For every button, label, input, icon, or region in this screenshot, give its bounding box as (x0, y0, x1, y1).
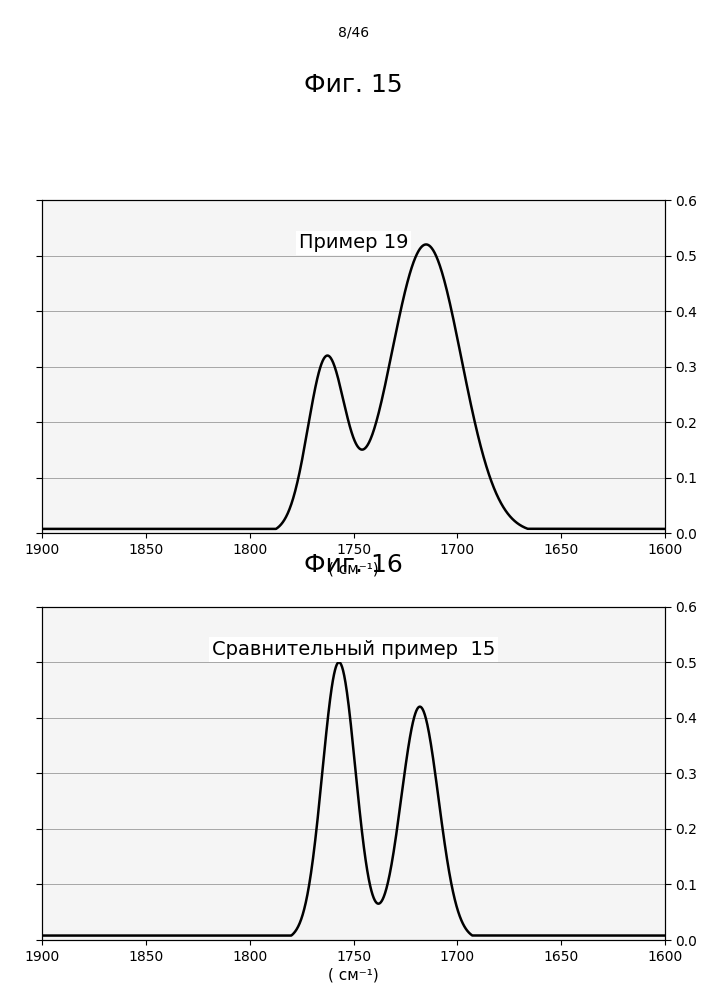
Text: Фиг. 15: Фиг. 15 (304, 73, 403, 97)
Text: Фиг. 16: Фиг. 16 (304, 553, 403, 577)
Text: 8/46: 8/46 (338, 25, 369, 39)
Text: Пример 19: Пример 19 (299, 233, 408, 252)
Text: Сравнительный пример  15: Сравнительный пример 15 (212, 640, 495, 659)
X-axis label: ( см⁻¹): ( см⁻¹) (328, 968, 379, 983)
X-axis label: ( см⁻¹): ( см⁻¹) (328, 561, 379, 576)
